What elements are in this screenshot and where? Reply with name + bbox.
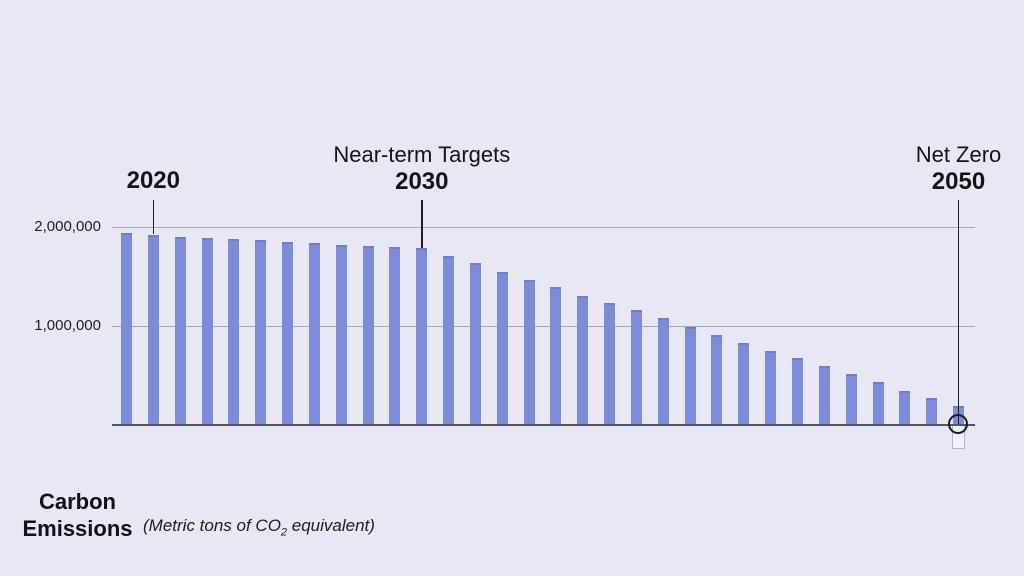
annotation-2030-year: 2030	[395, 168, 449, 195]
annotation-2030-title: Near-term Targets	[333, 142, 511, 167]
emission-bar	[416, 248, 428, 425]
unit-note-text-post: equivalent)	[287, 516, 375, 535]
emission-bar	[228, 239, 240, 425]
annotation-2030-tick-line	[421, 200, 423, 248]
annotation-2030: Near-term Targets 2030	[333, 142, 510, 195]
emission-bar	[577, 296, 589, 425]
y-axis-tick-label: 1,000,000	[34, 317, 101, 334]
annotation-2050-year: 2050	[931, 168, 986, 195]
unit-note-subscript: 2	[280, 526, 288, 539]
unit-note: (Metric tons of CO2 equivalent)	[143, 516, 375, 538]
annotation-2020: 2020	[127, 167, 180, 194]
annotation-2050-title: Net Zero	[915, 142, 1002, 167]
emission-bar	[711, 335, 723, 425]
emission-bar	[147, 235, 159, 425]
chart-title-line1: Carbon	[39, 489, 116, 514]
emission-bar	[362, 246, 374, 425]
chart-title-line2: Emissions	[22, 516, 133, 541]
annotation-2020-year: 2020	[126, 167, 180, 194]
emission-bar	[335, 245, 347, 425]
emission-bar	[765, 351, 777, 425]
emission-bar	[174, 237, 186, 425]
annotation-2050-tick-line	[957, 200, 960, 424]
emission-bar	[121, 233, 132, 425]
net-zero-marker-circle	[948, 414, 968, 434]
emission-bar	[604, 303, 616, 425]
emission-bar	[792, 358, 803, 425]
emission-bar	[201, 238, 213, 425]
emission-bar	[684, 327, 696, 425]
annotation-2020-tick-line	[152, 200, 154, 234]
x-axis-line	[112, 424, 975, 426]
emission-bar	[389, 247, 401, 425]
emission-bar	[845, 374, 857, 425]
emission-bar	[496, 272, 508, 425]
emission-bar	[308, 243, 320, 425]
emission-bar	[818, 366, 830, 425]
emission-bar	[469, 263, 481, 425]
emission-bar	[872, 382, 884, 425]
emission-bar	[657, 318, 669, 425]
emission-bar	[255, 240, 267, 425]
emission-bar	[899, 391, 911, 425]
emission-bar	[282, 242, 294, 425]
gridline	[112, 227, 975, 228]
emission-bar	[550, 287, 562, 425]
y-axis-tick-label: 2,000,000	[34, 218, 101, 235]
annotation-2050: Net Zero 2050	[916, 142, 1002, 195]
emission-bar	[630, 310, 642, 425]
chart-title: Carbon Emissions	[20, 488, 135, 542]
emission-bar	[926, 398, 938, 425]
gridline	[112, 326, 975, 327]
emission-bar	[523, 280, 535, 425]
unit-note-text-pre: (Metric tons of CO	[143, 516, 281, 535]
emission-bar	[738, 343, 750, 425]
emission-bar	[443, 256, 455, 425]
